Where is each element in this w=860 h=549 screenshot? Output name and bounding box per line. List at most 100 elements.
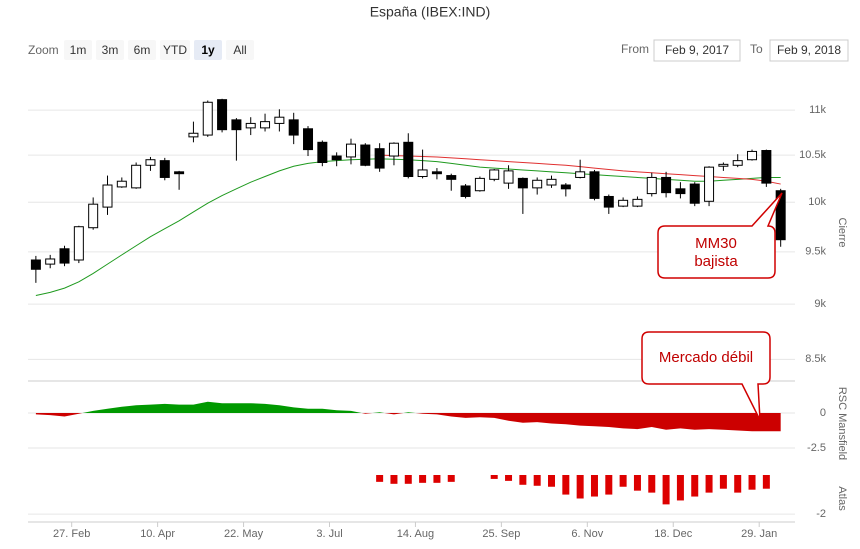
bar bbox=[605, 475, 613, 495]
candle-body bbox=[732, 160, 743, 166]
button-label[interactable]: 6m bbox=[134, 43, 151, 57]
candle-body bbox=[603, 195, 614, 208]
annotation: bajista bbox=[694, 253, 738, 270]
candle-body bbox=[274, 116, 285, 124]
candle-body bbox=[560, 184, 571, 190]
zoom-button[interactable]: 1y bbox=[194, 40, 222, 60]
x-tick-label: 27. Feb bbox=[53, 528, 90, 540]
button-label[interactable]: All bbox=[233, 43, 246, 57]
zoom-button[interactable]: 6m bbox=[128, 40, 156, 60]
bar bbox=[676, 475, 684, 501]
to-label: To bbox=[750, 42, 763, 56]
candle-body bbox=[45, 258, 56, 265]
candle-body bbox=[474, 177, 485, 192]
bar bbox=[447, 475, 455, 482]
button-label[interactable]: 3m bbox=[102, 43, 119, 57]
candle-body bbox=[145, 159, 156, 166]
candle-body bbox=[59, 248, 70, 264]
to-input[interactable] bbox=[769, 39, 849, 62]
candle-body bbox=[303, 128, 314, 151]
callout-box bbox=[641, 331, 771, 421]
candle-body bbox=[260, 121, 271, 129]
candle-body bbox=[489, 169, 500, 180]
button-label[interactable]: 1m bbox=[70, 43, 87, 57]
y-axis-title: Atlas bbox=[836, 486, 848, 511]
bar bbox=[705, 475, 713, 493]
candle-body bbox=[331, 155, 342, 161]
button-bg[interactable] bbox=[64, 40, 92, 60]
candle-body bbox=[317, 141, 328, 163]
candle-body bbox=[231, 119, 242, 131]
bar bbox=[691, 475, 699, 497]
bar bbox=[576, 475, 584, 499]
candle-body bbox=[374, 148, 385, 169]
candle-body bbox=[360, 144, 371, 166]
candle-body bbox=[689, 183, 700, 204]
candle-body bbox=[589, 171, 600, 199]
candle-body bbox=[517, 177, 528, 189]
y-axis-title: Cierre bbox=[836, 218, 848, 248]
zoom-button[interactable]: YTD bbox=[160, 40, 190, 60]
candle-body bbox=[288, 119, 299, 136]
button-bg[interactable] bbox=[194, 40, 222, 60]
bar bbox=[719, 475, 727, 489]
bar bbox=[419, 475, 427, 483]
candle-body bbox=[546, 178, 557, 186]
candle-body bbox=[761, 150, 772, 184]
zoom-button[interactable]: All bbox=[226, 40, 254, 60]
bar bbox=[619, 475, 627, 487]
y-axis-title: RSC Mansfield bbox=[836, 387, 848, 460]
negative-area bbox=[35, 413, 781, 432]
callout-box bbox=[657, 192, 783, 279]
from-date[interactable]: Feb 9, 2017 bbox=[665, 43, 729, 57]
candle-body bbox=[460, 185, 471, 197]
x-tick-label: 25. Sep bbox=[482, 528, 520, 540]
bar bbox=[590, 475, 598, 497]
zoom-button[interactable]: 3m bbox=[96, 40, 124, 60]
zoom-button[interactable]: 1m bbox=[64, 40, 92, 60]
x-tick-label: 18. Dec bbox=[654, 528, 692, 540]
candle-body bbox=[217, 99, 228, 131]
candle-body bbox=[532, 179, 543, 189]
candle-body bbox=[159, 160, 170, 178]
bar bbox=[533, 475, 541, 486]
bar bbox=[762, 475, 770, 489]
candle-body bbox=[704, 166, 715, 202]
x-tick-label: 29. Jan bbox=[741, 528, 777, 540]
candle-body bbox=[102, 184, 113, 208]
bar bbox=[548, 475, 556, 487]
annotation: Mercado débil bbox=[659, 349, 753, 366]
candle-body bbox=[188, 132, 199, 138]
from-input[interactable] bbox=[653, 39, 741, 62]
y-tick-label: 9k bbox=[814, 298, 826, 310]
from-label: From bbox=[621, 42, 649, 56]
y-tick-label: 10.5k bbox=[799, 149, 826, 161]
annotation: MM30 bbox=[695, 235, 737, 252]
button-bg[interactable] bbox=[128, 40, 156, 60]
candle-body bbox=[431, 171, 442, 175]
x-tick-label: 6. Nov bbox=[571, 528, 603, 540]
candle-body bbox=[618, 199, 629, 207]
candle-body bbox=[775, 190, 786, 241]
candle-body bbox=[174, 171, 185, 175]
bar bbox=[433, 475, 441, 483]
candle-body bbox=[388, 142, 399, 157]
candle-body bbox=[503, 170, 514, 184]
candle-body bbox=[446, 175, 457, 180]
candle-body bbox=[632, 198, 643, 207]
button-bg[interactable] bbox=[96, 40, 124, 60]
candle-body bbox=[88, 203, 99, 229]
button-bg[interactable] bbox=[226, 40, 254, 60]
button-label[interactable]: YTD bbox=[163, 43, 187, 57]
to-date[interactable]: Feb 9, 2018 bbox=[777, 43, 841, 57]
button-bg[interactable] bbox=[160, 40, 190, 60]
y-tick-label: -2.5 bbox=[807, 442, 826, 454]
candle-body bbox=[345, 143, 356, 158]
candle-body bbox=[116, 180, 127, 188]
plot bbox=[28, 98, 795, 527]
button-label[interactable]: 1y bbox=[201, 43, 215, 57]
candle-body bbox=[202, 101, 213, 136]
bar bbox=[490, 475, 498, 479]
candle-body bbox=[718, 163, 729, 167]
